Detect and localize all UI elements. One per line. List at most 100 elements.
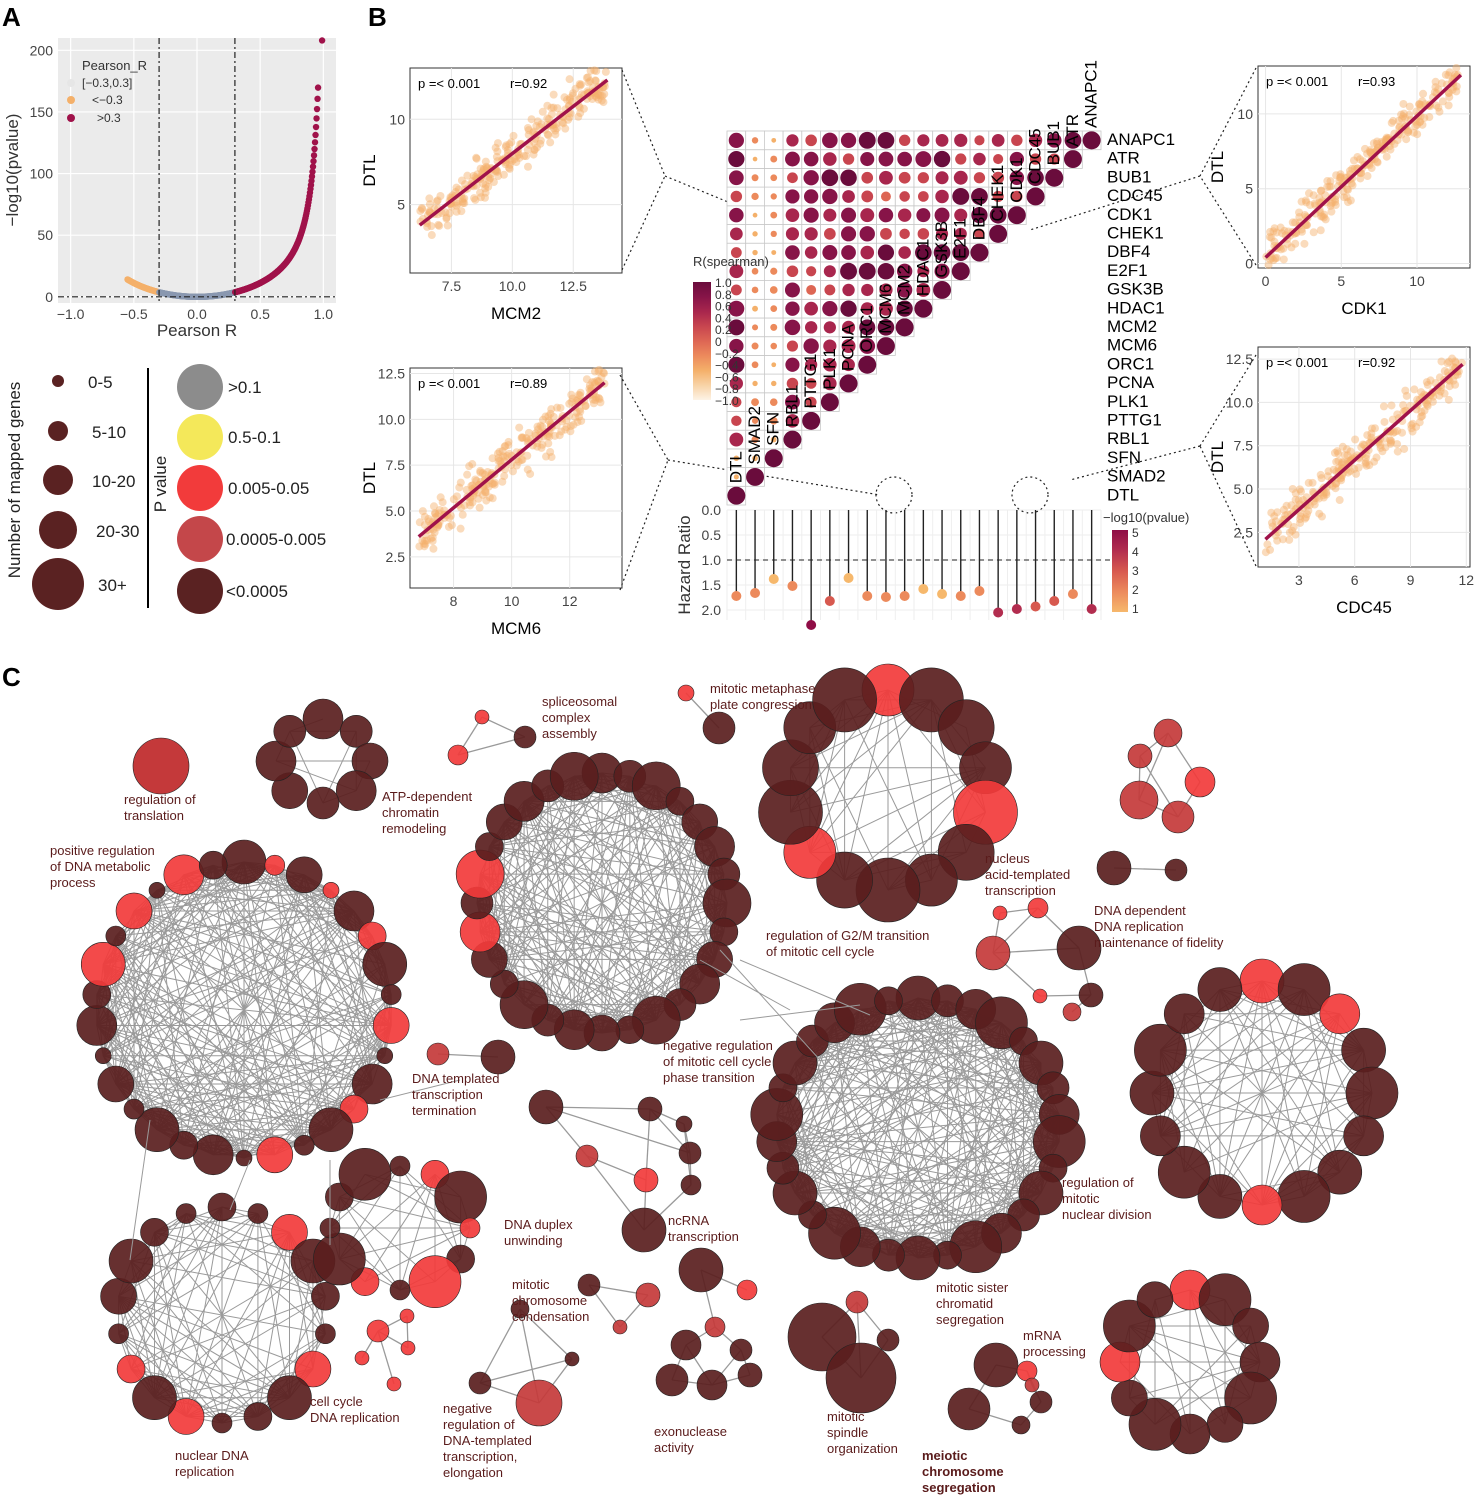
scatter-point (479, 164, 488, 173)
scatter-point (1428, 397, 1437, 406)
size-legend-dot-4 (39, 511, 77, 549)
cluster-small-right-node (1153, 718, 1183, 748)
volcano-ytick-label: 100 (30, 166, 54, 182)
scatter-point (1448, 85, 1457, 94)
scatter-point (565, 75, 574, 84)
scatter-point (483, 467, 492, 476)
heatmap-row-label: SMAD2 (1107, 467, 1166, 486)
scatter-point (490, 478, 499, 487)
scatter-point (1437, 79, 1446, 88)
cluster-dna-metabolic-edge (115, 910, 355, 937)
network-label-line: ncRNA (668, 1213, 710, 1228)
legend-swatch-negative (67, 96, 75, 104)
scatter-xlabel: MCM2 (491, 304, 541, 323)
heatmap-dot (728, 356, 745, 373)
cluster-elongation-edge (479, 1308, 521, 1384)
heatmap-dot (771, 380, 777, 387)
cluster-spliceosome-node (513, 725, 537, 749)
heatmap-diag-label: BUB1 (1044, 121, 1063, 165)
scatter-point (1337, 476, 1346, 485)
scatter-point (472, 154, 481, 163)
network-label-line: elongation (443, 1465, 503, 1480)
scatter-point (588, 95, 597, 104)
scatter-point (1363, 172, 1372, 181)
cluster-nuclear-dna-edge (185, 1213, 314, 1262)
heatmap-dot (823, 321, 836, 334)
size-legend-title: Number of mapped genes (5, 382, 24, 579)
cluster-nuclear-division-edge (917, 997, 1054, 1169)
scatter-point (1429, 392, 1438, 401)
scatter-ylabel: DTL (360, 154, 379, 186)
cluster-mrna-edge (1129, 1361, 1261, 1399)
network-label: nuclear DNA replication (175, 1448, 249, 1479)
network-label-line: regulation of (443, 1417, 515, 1432)
cluster-dna-metabolic-edge (102, 963, 245, 1159)
scatter-point (1386, 436, 1395, 445)
network-label: regulation of translation (124, 792, 196, 823)
cluster-nuclear-dna-edge (118, 1213, 259, 1297)
scatter-point (458, 510, 467, 519)
scatter-point (1390, 427, 1399, 436)
heatmap-diag-label: GSK3B (932, 221, 951, 278)
cluster-g2m-edge (503, 801, 525, 985)
scatter-point (1386, 145, 1395, 154)
scatter-point (1280, 226, 1289, 235)
cluster-dna-metabolic-edge (115, 935, 392, 1026)
cluster-dna-metabolic-node (333, 890, 375, 932)
scatter-point (1418, 120, 1427, 129)
heatmap-dot (784, 282, 800, 298)
heatmap-dot (751, 398, 759, 407)
cluster-nuclear-division-edge (860, 1008, 1054, 1089)
network-label: exonuclease activity (654, 1424, 727, 1455)
cluster-elongation-edge (519, 1308, 573, 1360)
scatter-point (1287, 501, 1296, 510)
heatmap-dot (823, 265, 836, 278)
heatmap-diag-label: CDK1 (1007, 157, 1026, 202)
cluster-g2m-edge (523, 801, 603, 1034)
scatter-point (1285, 528, 1294, 537)
scatter-point (584, 78, 593, 87)
scatter-annotation-p: p =< 0.001 (418, 376, 480, 391)
heatmap-dot (877, 132, 895, 149)
scatter-point (1267, 518, 1276, 527)
hazard-colorbar-tick: 4 (1132, 545, 1139, 559)
cluster-mrna-node (1111, 1379, 1148, 1417)
cluster-dna-metabolic-edge (103, 1055, 355, 1110)
cluster-dna-metabolic-edge (115, 890, 158, 1085)
cluster-dna-metabolic-edge (243, 861, 386, 1057)
cluster-g2m-edge (476, 902, 700, 985)
cluster-dna-metabolic-node (148, 881, 166, 899)
scatter-point (498, 446, 507, 455)
heatmap-dot (898, 246, 911, 259)
cluster-nuclear-division-edge (811, 1009, 861, 1216)
cluster-small-right-node (1184, 766, 1216, 798)
scatter-point (1397, 114, 1406, 123)
cluster-nuclear-dna-edge (130, 1213, 187, 1370)
cluster-dna-metabolic-edge (115, 1083, 355, 1110)
heatmap-dot (842, 358, 855, 372)
heatmap-dot (1026, 187, 1045, 206)
cluster-dna-metabolic-node (105, 925, 127, 947)
scatter-point (433, 196, 442, 205)
scatter-point (452, 201, 461, 210)
scatter-point (596, 91, 605, 100)
inter-cluster-edge (739, 1004, 861, 1021)
network-label-line: of mitotic cell cycle (663, 1054, 771, 1069)
scatter-point (510, 155, 519, 164)
heatmap-dot (953, 170, 968, 185)
heatmap-dot (751, 267, 759, 275)
scatter-point (1416, 117, 1425, 126)
network-label-line: negative regulation (663, 1038, 773, 1053)
cluster-fidelity-right-edge (1261, 1013, 1341, 1206)
scatter-point (1296, 518, 1305, 527)
scatter-point (494, 172, 503, 181)
cluster-nuclear-division-edge (782, 1040, 1024, 1169)
colorbar-tick-label: −1.0 (715, 394, 739, 408)
scatter-point (476, 468, 485, 477)
hazard-point (880, 592, 891, 602)
scatter-point (1333, 447, 1342, 456)
scatter-point (495, 447, 504, 456)
scatter-point (1394, 116, 1403, 125)
cluster-nuclear-dna-edge (154, 1368, 314, 1399)
heatmap-dot (820, 393, 839, 412)
